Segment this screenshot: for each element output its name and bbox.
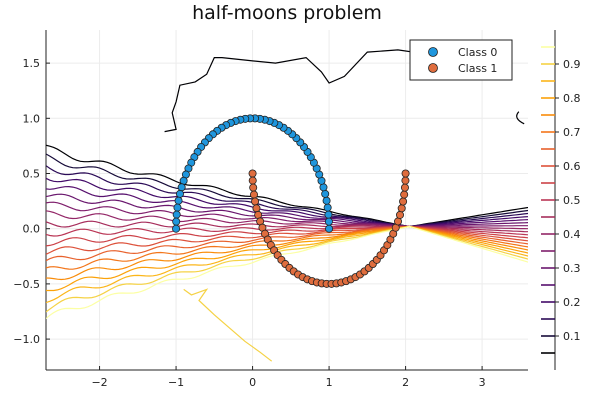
contour-line <box>46 201 528 228</box>
data-point <box>172 217 181 226</box>
colorbar-tick-label: 0.4 <box>563 228 581 241</box>
x-tick-label: 3 <box>479 376 486 389</box>
colorbar-tick-label: 0.7 <box>563 126 581 139</box>
data-point <box>175 189 184 198</box>
data-point <box>324 217 333 226</box>
x-tick-label: −1 <box>168 376 184 389</box>
data-point <box>324 210 333 219</box>
contour-lines <box>46 49 528 362</box>
colorbar-tick-label: 0.3 <box>563 262 581 275</box>
colorbar-tick-label: 0.5 <box>563 194 581 207</box>
contour-line <box>46 177 528 228</box>
contour-line <box>46 225 528 292</box>
y-tick-label: 1.5 <box>23 57 41 70</box>
data-point <box>173 203 182 212</box>
data-point <box>248 176 257 185</box>
data-point <box>395 210 404 219</box>
data-point <box>172 210 181 219</box>
colorbar-tick-label: 0.8 <box>563 92 581 105</box>
contour-line <box>46 225 528 281</box>
contour-line <box>516 111 525 125</box>
contour-line <box>46 153 528 228</box>
y-tick-label: 0.5 <box>23 168 41 181</box>
x-tick-label: 1 <box>326 376 333 389</box>
legend-label: Class 0 <box>458 46 497 59</box>
legend-box <box>409 39 513 81</box>
data-point <box>400 190 409 199</box>
colorbar-tick-label: 0.1 <box>563 330 581 343</box>
x-tick-label: −2 <box>91 376 107 389</box>
plot-area: −2 −1 0 1 2 3 −1.0 −0.5 0.0 0.5 1.0 1.5 <box>13 30 528 389</box>
data-point <box>321 189 330 198</box>
contour-line <box>46 225 528 304</box>
contour-line <box>183 288 273 362</box>
colorbar-tick-label: 0.2 <box>563 296 581 309</box>
y-tick-label: −1.0 <box>13 333 40 346</box>
data-point <box>252 204 261 213</box>
contour-line <box>46 185 528 228</box>
data-point <box>397 204 406 213</box>
series-1 <box>248 169 410 288</box>
x-tick-label: 0 <box>249 376 256 389</box>
contour-line <box>46 144 528 228</box>
data-point <box>401 176 410 185</box>
data-point <box>177 183 186 192</box>
data-point <box>172 224 181 233</box>
contour-line <box>46 225 528 247</box>
legend: Class 0 Class 1 <box>409 39 513 81</box>
legend-label: Class 1 <box>458 62 497 75</box>
colorbar-tick-label: 0.6 <box>563 160 581 173</box>
data-point <box>249 190 258 199</box>
colorbar: 0.1 0.2 0.3 0.4 0.5 0.6 0.7 0.8 0.9 <box>541 30 581 370</box>
legend-marker <box>428 63 438 73</box>
contour-line <box>46 210 528 230</box>
data-point <box>249 183 258 192</box>
data-point <box>323 203 332 212</box>
contour-line <box>164 49 483 133</box>
data-point <box>248 169 257 178</box>
data-point <box>399 197 408 206</box>
contour-line <box>46 165 528 228</box>
contour-line <box>46 225 528 237</box>
legend-marker <box>428 47 438 57</box>
contour-line <box>46 220 528 233</box>
contour-line <box>46 225 528 313</box>
contour-line <box>46 225 528 255</box>
data-point <box>325 224 334 233</box>
data-point <box>401 169 410 178</box>
contour-line <box>46 225 528 320</box>
contour-line <box>46 193 528 228</box>
colorbar-tick-label: 0.9 <box>563 58 581 71</box>
data-point <box>400 183 409 192</box>
contour-line <box>46 225 528 270</box>
y-tick-label: −0.5 <box>13 278 40 291</box>
y-tick-label: 1.0 <box>23 112 41 125</box>
chart-title: half-moons problem <box>192 2 382 24</box>
data-point <box>322 196 331 205</box>
contour-line <box>46 225 528 262</box>
data-point <box>251 197 260 206</box>
y-tick-label: 0.0 <box>23 223 41 236</box>
x-tick-label: 2 <box>402 376 409 389</box>
data-point <box>174 196 183 205</box>
series-0 <box>172 114 334 233</box>
